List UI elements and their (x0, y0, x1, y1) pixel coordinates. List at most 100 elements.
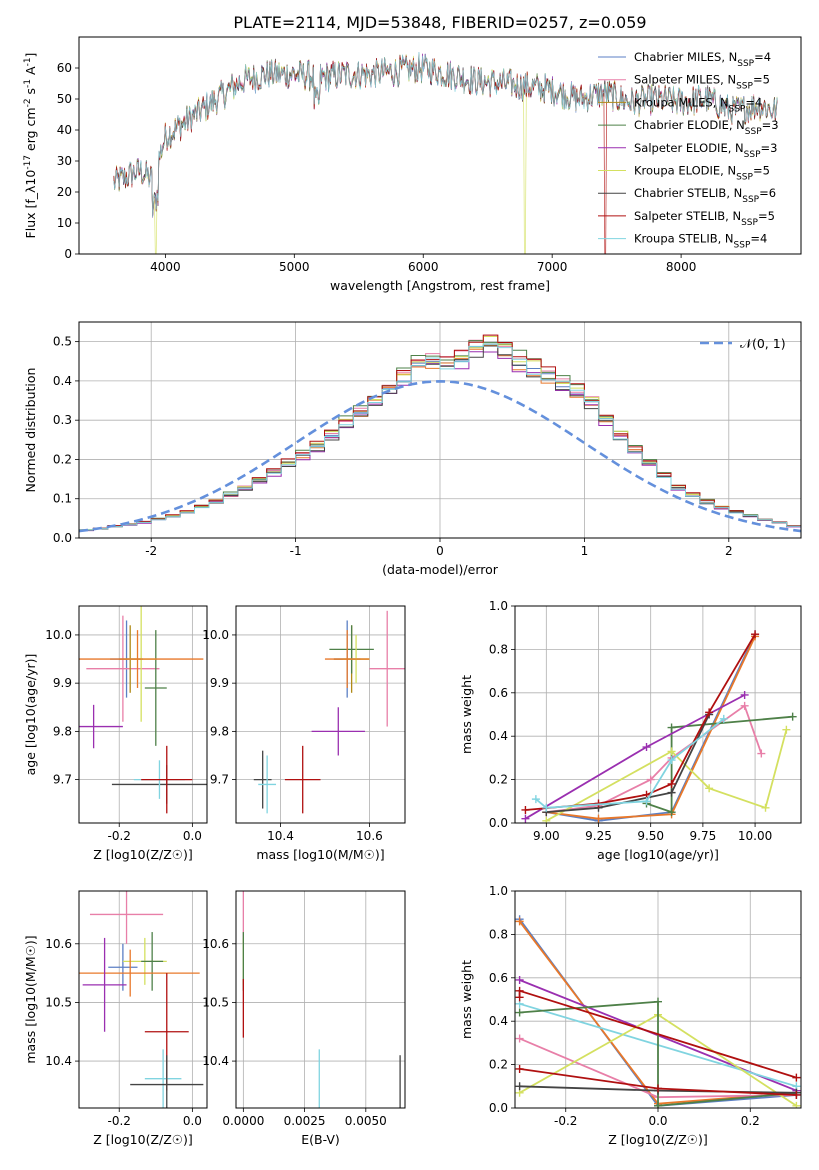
weight-line (519, 1000, 797, 1107)
axes-frame (78, 890, 208, 1109)
panel-age_vs_Z: -0.2 0.0 9.7 9.8 9.9 10.0 Z [log10(Z/Z☉)] age [… (23, 605, 208, 862)
y-tick-label: 0.6 (489, 971, 508, 985)
plot-area (113, 52, 778, 254)
label-subscript: SSP (744, 150, 761, 160)
weight-marker (515, 1064, 524, 1073)
plot-area (515, 915, 801, 1108)
weight-line (546, 704, 763, 813)
weight-marker (515, 1008, 524, 1017)
label-part: =5 (753, 164, 770, 178)
error-point (284, 745, 321, 814)
x-tick-label: 4000 (150, 260, 181, 274)
x-tick-label: -0.2 (108, 1114, 131, 1128)
x-tick-label: 2 (725, 544, 733, 558)
label-subscript: SSP (742, 195, 759, 205)
x-tick-label: 9.25 (585, 829, 612, 843)
weight-marker (788, 712, 797, 721)
weight-marker (792, 1101, 801, 1108)
y-tick-label: 10.0 (202, 628, 229, 642)
x-tick-label: 1 (581, 544, 589, 558)
x-tick-label: 0 (436, 544, 444, 558)
y-tick-label: 10 (57, 216, 72, 230)
legend-entry: Chabrier STELIB, NSSP=6 (634, 186, 776, 205)
y-tick-label: 50 (57, 92, 72, 106)
error-point (79, 704, 123, 749)
weight-marker (531, 795, 540, 804)
weight-marker (719, 714, 728, 723)
label-part: (data-model)/error (382, 562, 499, 577)
y-tick-label: 0.8 (489, 927, 508, 941)
weight-marker (751, 630, 760, 639)
y-tick-label: 10.5 (45, 995, 72, 1009)
weight-marker (757, 749, 766, 758)
y-axis-label: mass weight (459, 960, 474, 1039)
weight-marker (667, 756, 676, 765)
y-tick-label: 9.9 (53, 676, 72, 690)
x-tick-label: -1 (290, 544, 302, 558)
panel-residuals: -2 -1 0 1 2 0.0 0.1 0.2 0.3 0.4 0.5 (data-model)/er… (23, 321, 802, 577)
x-tick-label: 6000 (408, 260, 439, 274)
y-tick-label: 60 (57, 61, 72, 75)
y-axis-label: Flux [f_λ10-17 erg cm-2 s-1 A-1] (23, 53, 38, 239)
label-part: Z [log10(Z/Z☉)] (608, 1132, 708, 1147)
y-axis-label: mass weight (459, 675, 474, 754)
error-point (82, 937, 127, 1032)
y-tick-label: 0.2 (489, 773, 508, 787)
x-axis-label: wavelength [Angstrom, rest frame] (330, 278, 550, 293)
y-axis-label: mass [log10(M/M☉)] (23, 935, 38, 1063)
panel-mass_vs_EBV: 0.0000 0.0025 0.0050 10.4 10.5 10.6 E(B-V) (202, 890, 406, 1147)
label-part: Salpeter MILES, N (634, 73, 736, 87)
weight-marker (667, 723, 676, 732)
label-subscript: SSP (736, 173, 753, 183)
weight-marker (792, 1090, 801, 1099)
y-tick-label: 9.8 (53, 724, 72, 738)
label-superscript: -2 (23, 98, 33, 107)
figure-title: PLATE=2114, MJD=53848, FIBERID=0257, z=0… (233, 13, 646, 32)
label-part: A (23, 66, 38, 79)
plot-area (253, 610, 405, 814)
weight-marker (515, 975, 524, 984)
legend-entry: Salpeter ELODIE, NSSP=3 (634, 141, 777, 160)
label-part: Chabrier MILES, N (634, 50, 737, 64)
label-part: =5 (753, 73, 770, 87)
x-tick-label: -0.2 (554, 1114, 577, 1128)
error-point (253, 750, 272, 809)
legend-entry: Salpeter MILES, NSSP=5 (634, 73, 770, 92)
label-part: Salpeter ELODIE, N (634, 141, 744, 155)
y-tick-label: 30 (57, 154, 72, 168)
label-part: =3 (762, 118, 779, 132)
x-tick-label: 7000 (537, 260, 568, 274)
plot-area (79, 606, 207, 814)
weight-marker (667, 779, 676, 788)
label-part: Kroupa MILES, N (634, 95, 729, 109)
axes-frame (235, 605, 406, 824)
weight-marker (642, 743, 651, 752)
y-tick-label: 20 (57, 185, 72, 199)
y-tick-label: 0.2 (53, 452, 72, 466)
y-tick-label: 10.0 (45, 628, 72, 642)
x-tick-label: 9.00 (533, 829, 560, 843)
error-point (329, 625, 374, 674)
weight-marker (654, 1101, 662, 1108)
x-axis-label: Z [log10(Z/Z☉)] (608, 1132, 708, 1147)
y-axis-label: age [log10(age/yr)] (23, 654, 38, 776)
weight-marker (654, 1084, 662, 1093)
error-point (108, 943, 138, 991)
x-tick-label: 9.50 (637, 829, 664, 843)
y-tick-label: 0.5 (53, 335, 72, 349)
error-point (258, 755, 277, 814)
weight-marker (782, 725, 791, 734)
label-part: =6 (759, 186, 776, 200)
y-tick-label: 10.4 (45, 1054, 72, 1068)
weight-marker (654, 997, 662, 1006)
panel-mass_vs_Z: -0.2 0.0 10.4 10.5 10.6 Z [log10(Z/Z☉)] mass [… (23, 890, 208, 1147)
weight-marker (792, 1073, 801, 1082)
x-tick-label: 10.00 (738, 829, 772, 843)
label-superscript: -1 (23, 79, 33, 88)
legend-entry: Kroupa STELIB, NSSP=4 (634, 232, 767, 251)
weight-marker (761, 803, 770, 812)
y-tick-label: 0.4 (489, 729, 508, 743)
error-point (144, 630, 167, 746)
x-tick-label: 0.0050 (345, 1114, 387, 1128)
panel-age_vs_mass: 10.4 10.6 9.7 9.8 9.9 10.0 mass [log10(M/M☉)] (202, 605, 406, 862)
